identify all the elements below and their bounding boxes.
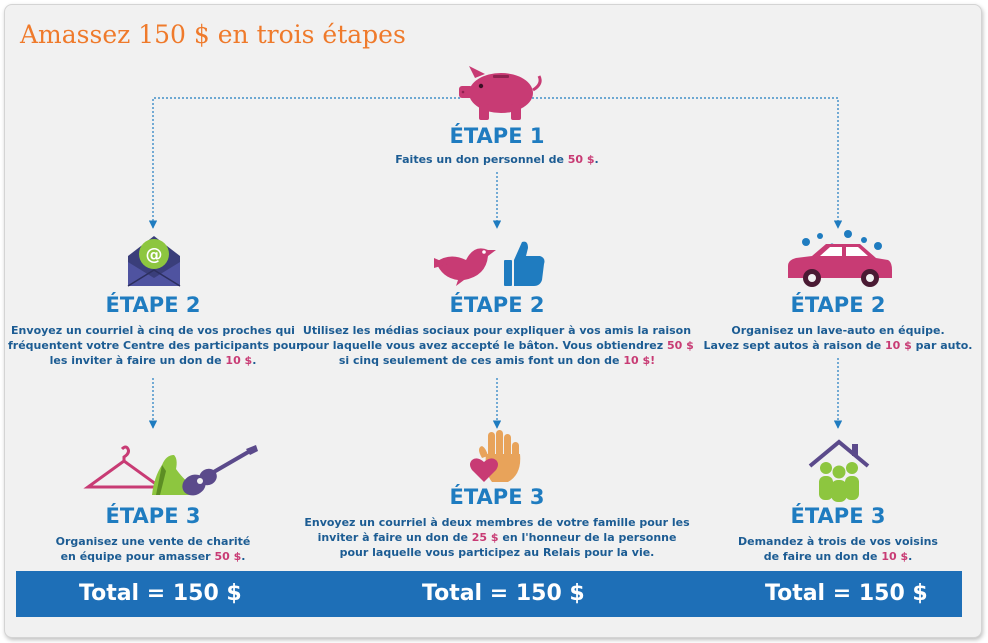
step1-description: Faites un don personnel de 50 $.	[395, 153, 599, 166]
mid-step2-description: Utilisez les médias sociaux pour expliqu…	[300, 324, 694, 367]
step1-amount: 50 $	[567, 153, 595, 166]
mid-step3-heading: ÉTAPE 3	[449, 485, 545, 509]
house-people-icon	[808, 439, 870, 502]
car-wash-icon	[788, 230, 892, 287]
arrow-to-left-step2	[148, 97, 460, 229]
bird-icon	[434, 248, 496, 286]
left-step3-block: ÉTAPE 3 Organisez une vente de charité e…	[8, 504, 298, 564]
step1-block: ÉTAPE 1 Faites un don personnel de 50 $.	[330, 124, 664, 167]
step1-heading: ÉTAPE 1	[449, 124, 545, 148]
mid-step2-heading: ÉTAPE 2	[449, 293, 545, 317]
right-step3-heading: ÉTAPE 3	[790, 504, 886, 528]
thumbs-up-icon	[504, 241, 545, 286]
left-total: Total = 150 $	[79, 581, 242, 606]
guitar-icon	[182, 445, 258, 496]
mid-step3-description: Envoyez un courriel à deux membres de vo…	[304, 516, 690, 559]
left-step2-amount: 10 $	[225, 354, 253, 367]
left-step3-description: Organisez une vente de charité en équipe…	[55, 535, 251, 563]
right-step2-block: ÉTAPE 2 Organisez un lave-auto en équipe…	[696, 293, 980, 353]
right-step3-block: ÉTAPE 3 Demandez à trois de vos voisins …	[696, 504, 980, 564]
mid-total: Total = 150 $	[422, 581, 585, 606]
bird-thumbs-up-icon	[434, 241, 545, 286]
heart-icon	[470, 458, 498, 482]
left-step2-description: Envoyez un courriel à cinq de vos proche…	[8, 324, 302, 367]
left-step3-amount: 50 $	[214, 550, 242, 563]
hanger-icon	[83, 445, 165, 489]
right-step3-amount: 10 $	[881, 550, 909, 563]
mid-step2-block: ÉTAPE 2 Utilisez les médias sociaux pour…	[300, 293, 694, 368]
hand-heart-icon	[470, 430, 521, 482]
left-step2-block: ÉTAPE 2 Envoyez un courriel à cinq de vo…	[8, 293, 302, 368]
page-title: Amassez 150 $ en trois étapes	[20, 20, 406, 49]
right-step2-heading: ÉTAPE 2	[790, 293, 886, 317]
right-step3-description: Demandez à trois de vos voisins de faire…	[738, 535, 938, 563]
arrow-to-right-step2	[528, 97, 843, 229]
mid-step2-amount-2: 10 $	[623, 354, 651, 367]
totals-bar: Total = 150 $ Total = 150 $ Total = 150 …	[16, 571, 962, 617]
svg-text:@: @	[146, 245, 163, 265]
right-step2-amount: 10 $	[885, 339, 912, 352]
piggy-bank-icon	[459, 66, 542, 120]
mid-step3-amount: 25 $	[471, 531, 499, 544]
envelope-at-icon: @	[127, 236, 181, 287]
right-step2-description: Organisez un lave-auto en équipe. Lavez …	[703, 324, 973, 352]
left-step3-heading: ÉTAPE 3	[105, 504, 201, 528]
right-total: Total = 150 $	[765, 581, 928, 606]
mid-step2-amount-1: 50 $	[666, 339, 694, 352]
left-step2-heading: ÉTAPE 2	[105, 293, 201, 317]
mid-step3-block: ÉTAPE 3 Envoyez un courriel à deux membr…	[300, 485, 694, 560]
hanger-shoe-guitar-icon	[83, 445, 258, 496]
